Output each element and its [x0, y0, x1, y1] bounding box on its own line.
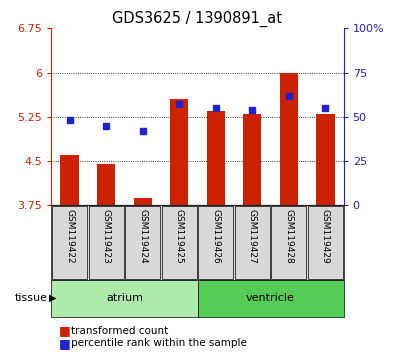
Text: GSM119423: GSM119423: [102, 209, 111, 264]
Text: ventricle: ventricle: [246, 293, 295, 303]
Text: GSM119426: GSM119426: [211, 209, 220, 264]
Text: tissue: tissue: [14, 293, 47, 303]
Bar: [207, 111, 225, 205]
Text: ■: ■: [59, 337, 71, 350]
Title: GDS3625 / 1390891_at: GDS3625 / 1390891_at: [113, 11, 282, 27]
Bar: [60, 155, 79, 205]
Bar: [316, 114, 335, 205]
Bar: [280, 73, 298, 205]
Text: ■: ■: [59, 325, 71, 337]
Text: GSM119429: GSM119429: [321, 209, 330, 264]
Bar: [134, 198, 152, 205]
Bar: [243, 114, 261, 205]
Text: GSM119422: GSM119422: [65, 209, 74, 263]
Text: transformed count: transformed count: [71, 326, 168, 336]
Text: GSM119424: GSM119424: [138, 209, 147, 263]
Text: GSM119427: GSM119427: [248, 209, 257, 264]
Bar: [97, 164, 115, 205]
Bar: [170, 99, 188, 205]
Text: ▶: ▶: [49, 293, 57, 303]
Text: GSM119425: GSM119425: [175, 209, 184, 264]
Text: atrium: atrium: [106, 293, 143, 303]
Text: percentile rank within the sample: percentile rank within the sample: [71, 338, 247, 348]
Text: GSM119428: GSM119428: [284, 209, 293, 264]
